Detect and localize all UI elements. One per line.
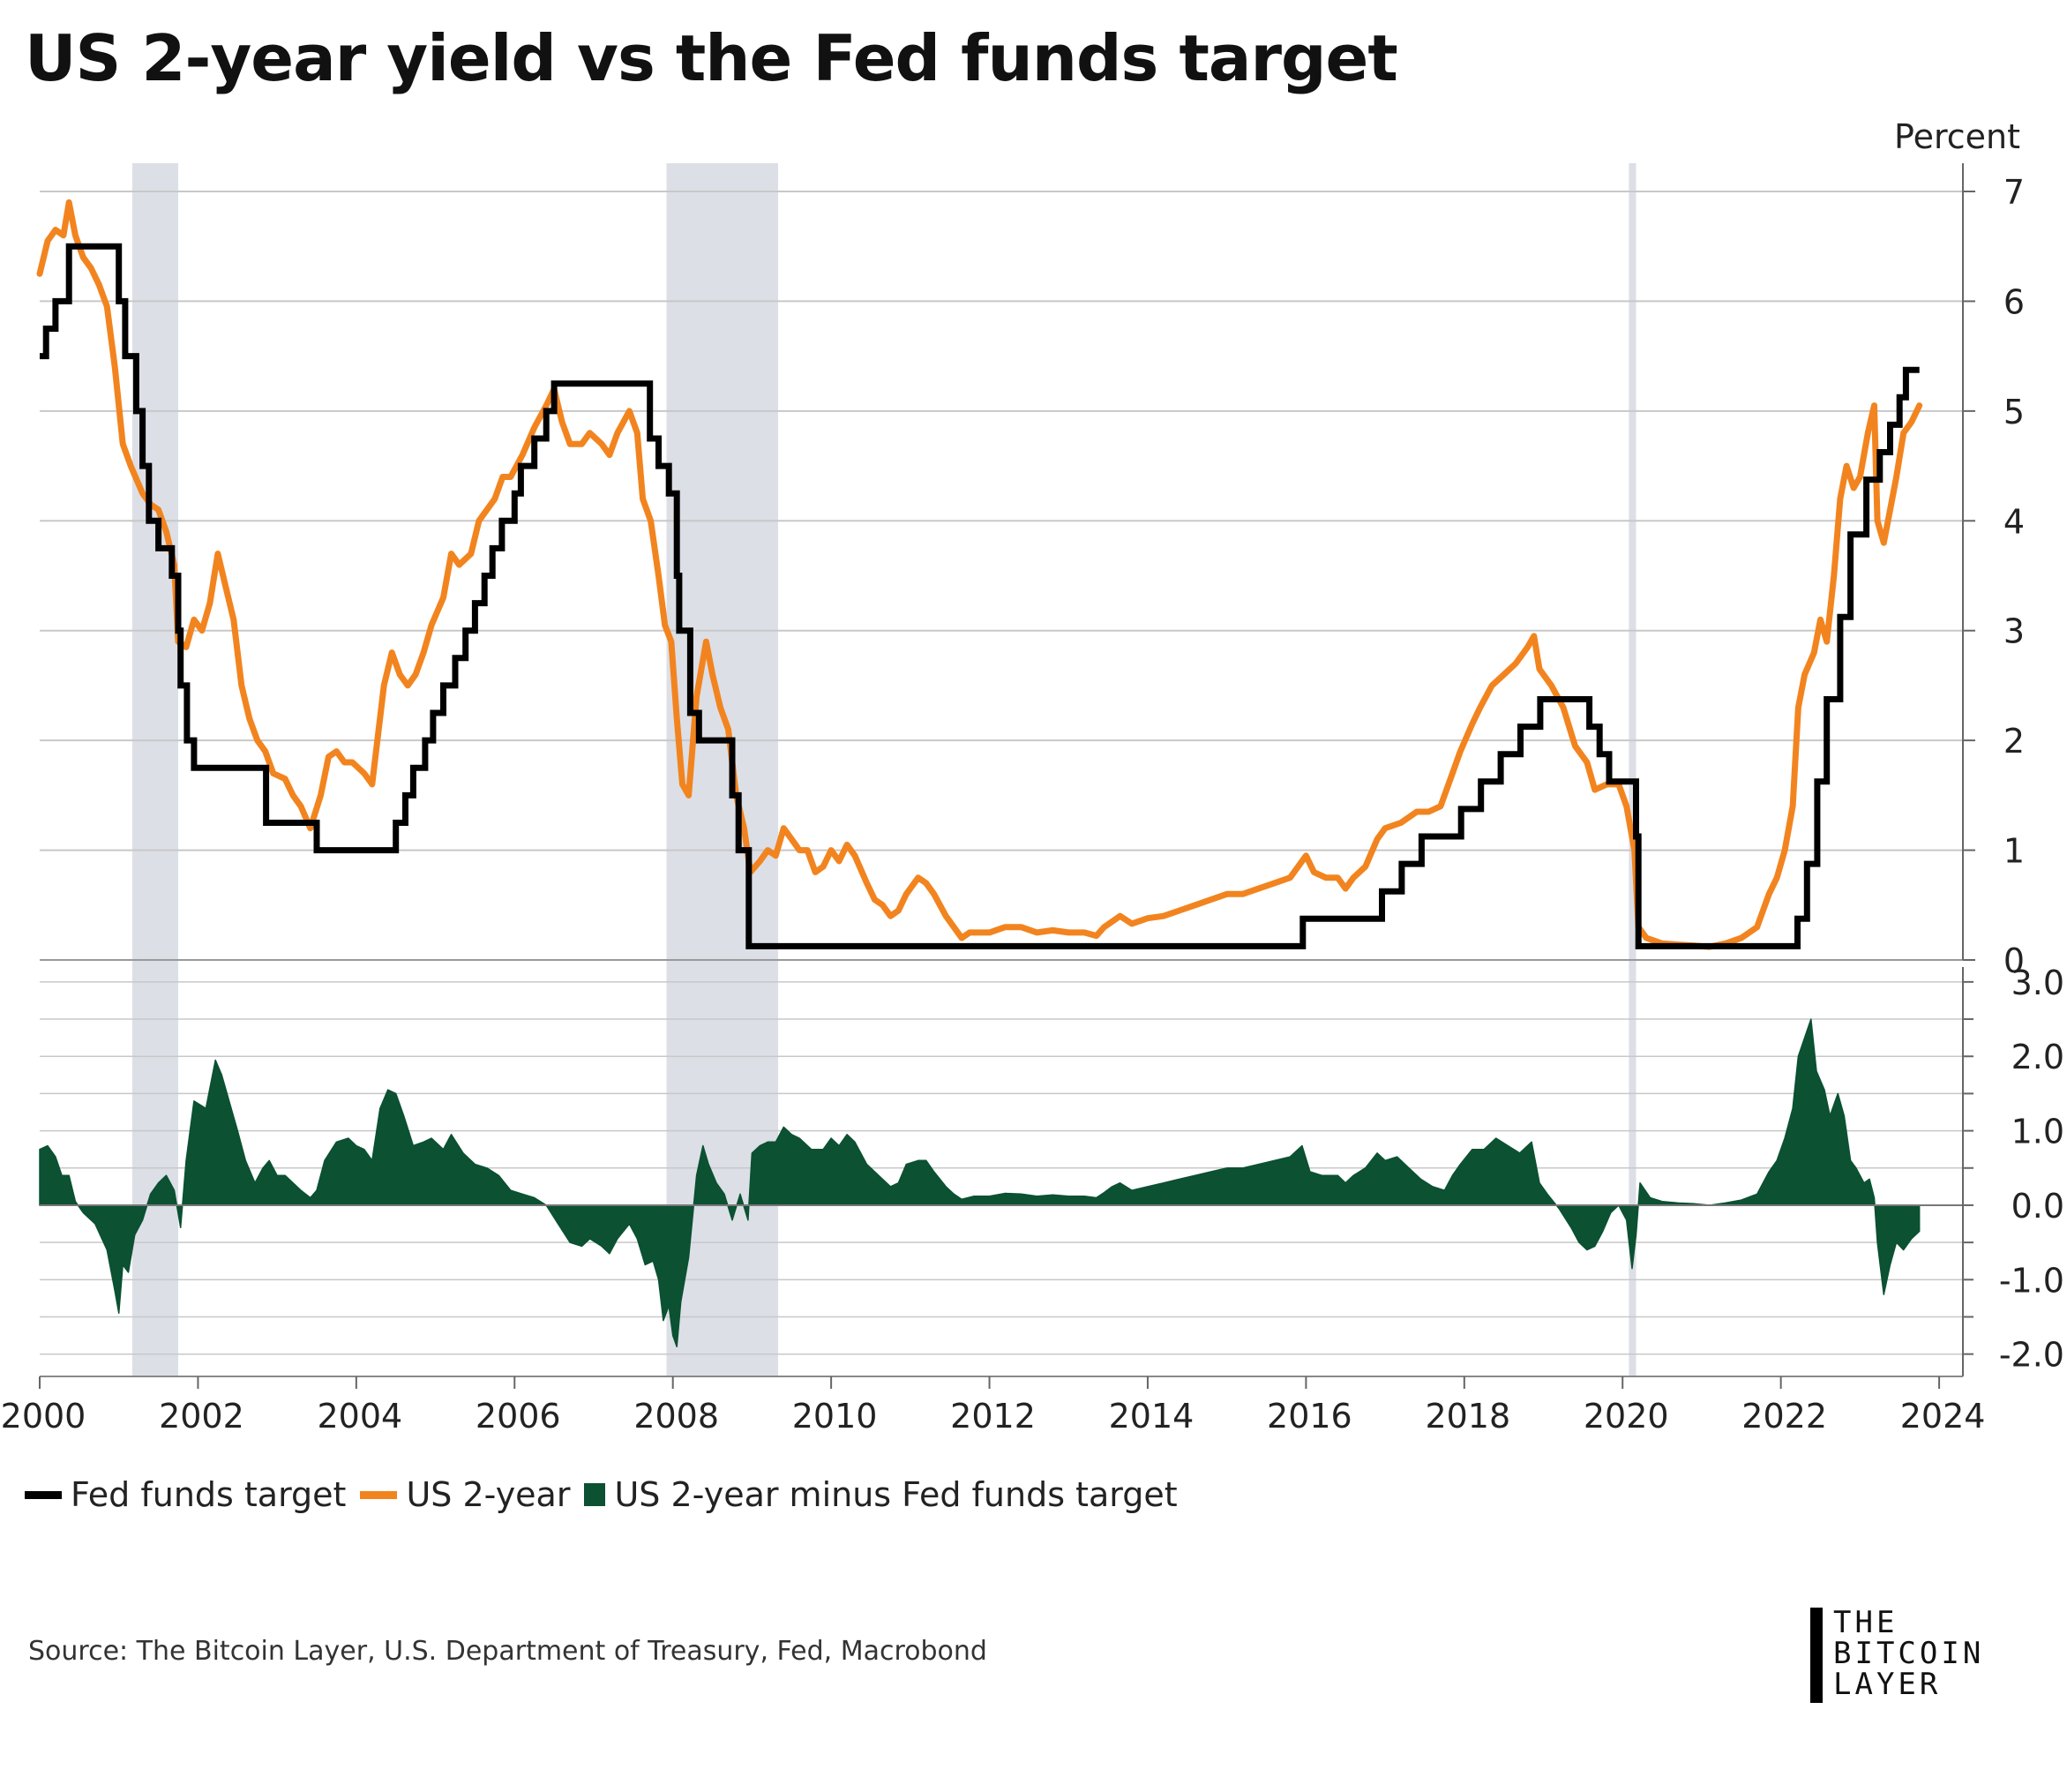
- top-ytick-label-2: 2: [2003, 722, 2025, 761]
- legend-swatch-fed: [25, 1490, 62, 1499]
- y-unit-label: Percent: [1894, 117, 2020, 156]
- xtick-label-2008: 2008: [633, 1397, 719, 1436]
- xtick-label-2024: 2024: [1900, 1397, 1986, 1436]
- xtick-label-2018: 2018: [1425, 1397, 1510, 1436]
- bottom-ytick-label--1.0: -1.0: [1999, 1261, 2064, 1300]
- top-ytick-label-0: 0: [2003, 941, 2025, 980]
- logo-wordmark: THE BITCOIN LAYER: [1833, 1608, 1984, 1706]
- recession-band-2: [1629, 163, 1636, 1376]
- axes: 0 1 2 3 4 5 6 7 -2.0 -1.0 0.0 1.0 2.0 3.0 2000 2002 2004…: [1, 163, 2064, 1436]
- xtick-label-2016: 2016: [1267, 1397, 1352, 1436]
- top-ytick-label-4: 4: [2003, 502, 2025, 541]
- bottom-ytick-label-0.0: 0.0: [2011, 1187, 2064, 1226]
- bottom-ytick-label-2.0: 2.0: [2011, 1038, 2064, 1076]
- top-ytick-label-3: 3: [2003, 612, 2025, 651]
- top-ytick-label-7: 7: [2003, 173, 2025, 212]
- legend-label-us2y: US 2-year: [406, 1475, 571, 1514]
- xtick-label-2002: 2002: [159, 1397, 244, 1436]
- logo-line-3: LAYER: [1833, 1667, 1942, 1702]
- xtick-label-2022: 2022: [1741, 1397, 1827, 1436]
- legend: Fed funds target US 2-year US 2-year min…: [25, 1475, 1192, 1514]
- bottom-ytick-label-3.0: 3.0: [2011, 963, 2064, 1002]
- xtick-label-2004: 2004: [317, 1397, 402, 1436]
- top-ytick-label-6: 6: [2003, 282, 2025, 321]
- source-note: Source: The Bitcoin Layer, U.S. Departme…: [28, 1636, 987, 1667]
- top-ytick-label-1: 1: [2003, 832, 2025, 871]
- legend-label-spread: US 2-year minus Fed funds target: [614, 1475, 1178, 1514]
- xtick-label-2012: 2012: [950, 1397, 1036, 1436]
- chart-title: US 2-year yield vs the Fed funds target: [25, 21, 1398, 95]
- series-us2y-line: [36, 199, 1923, 950]
- xtick-label-2010: 2010: [792, 1397, 878, 1436]
- xtick-label-2006: 2006: [476, 1397, 561, 1436]
- logo-bar: [1810, 1608, 1823, 1703]
- series-fed-step-line: [40, 243, 1920, 949]
- brand-logo: THE BITCOIN LAYER: [1810, 1608, 1984, 1706]
- bottom-ytick-label-1.0: 1.0: [2011, 1113, 2064, 1151]
- logo-line-2: BITCOIN: [1833, 1636, 1985, 1671]
- legend-item-us2y: US 2-year: [360, 1475, 570, 1514]
- rate-lines: [36, 199, 1923, 950]
- spread-panel: [39, 1018, 1963, 1348]
- chart-canvas: 0 1 2 3 4 5 6 7 -2.0 -1.0 0.0 1.0 2.0 3.0 2000 2002 2004…: [1, 117, 2064, 1436]
- recession-band-0: [131, 163, 178, 1376]
- legend-swatch-spread: [584, 1483, 606, 1506]
- legend-label-fed: Fed funds target: [71, 1475, 347, 1514]
- series-spread-area: [39, 1018, 1921, 1348]
- bottom-ytick-label--2.0: -2.0: [1999, 1336, 2064, 1375]
- logo-line-1: THE: [1833, 1605, 1898, 1640]
- xtick-label-2014: 2014: [1109, 1397, 1195, 1436]
- xtick-label-2000: 2000: [1, 1397, 86, 1436]
- xtick-label-2020: 2020: [1584, 1397, 1669, 1436]
- legend-item-fed: Fed funds target: [25, 1475, 346, 1514]
- top-ytick-label-5: 5: [2003, 393, 2025, 431]
- legend-item-spread: US 2-year minus Fed funds target: [584, 1475, 1178, 1514]
- legend-swatch-us2y: [360, 1490, 398, 1499]
